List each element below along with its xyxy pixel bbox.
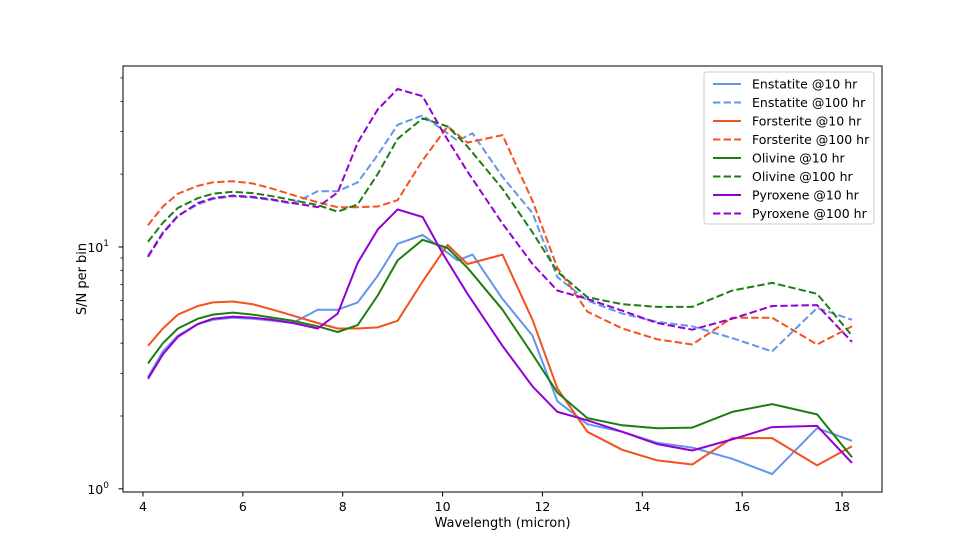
y-tick-exponent: 0 [103,481,109,491]
series-line-7 [147,88,853,343]
series-line-2 [147,243,853,467]
legend-label-6: Pyroxene @10 hr [752,188,860,203]
series-line-0 [147,234,853,476]
series-line-3 [147,125,853,346]
series-layer [147,88,853,476]
x-axis: 4 6 8 10 12 14 16 18 [139,492,850,514]
legend-label-5: Olivine @100 hr [752,169,853,184]
x-tick-label: 16 [734,499,750,514]
plot-frame [122,65,883,493]
x-tick-label: 4 [139,499,147,514]
x-tick-label: 18 [834,499,850,514]
series-line-1 [147,114,853,353]
legend-label-7: Pyroxene @100 hr [752,206,868,221]
y-axis-label: S/N per bin [75,243,90,315]
legend-label-2: Forsterite @10 hr [752,114,862,129]
legend-label-0: Enstatite @10 hr [752,77,858,92]
x-tick-label: 6 [239,499,247,514]
x-tick-label: 14 [634,499,650,514]
legend-box [703,71,875,225]
series-line-4 [147,238,853,458]
legend-label-4: Olivine @10 hr [752,151,846,166]
series-line-5 [147,117,853,337]
legend-label-3: Forsterite @100 hr [752,132,870,147]
x-tick-label: 10 [435,499,451,514]
legend: Enstatite @10 hr Enstatite @100 hr Forster… [703,71,875,225]
series-line-6 [147,208,853,464]
x-tick-label: 8 [339,499,347,514]
x-tick-label: 12 [534,499,550,514]
y-axis: 100 101 [87,77,123,497]
legend-label-1: Enstatite @100 hr [752,95,866,110]
y-tick-label: 100 [87,481,109,497]
x-axis-label: Wavelength (micron) [434,516,570,531]
y-tick-label: 101 [87,239,109,255]
y-tick-exponent: 1 [103,239,109,249]
